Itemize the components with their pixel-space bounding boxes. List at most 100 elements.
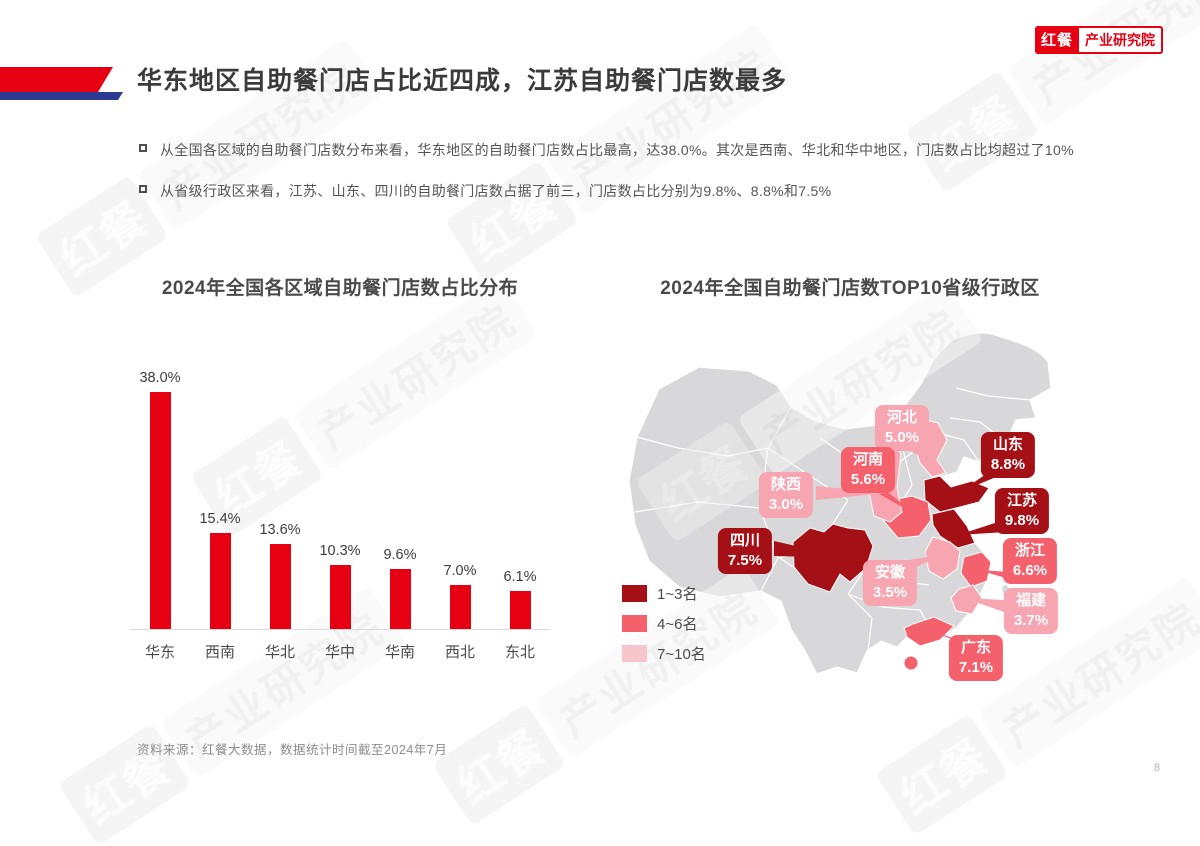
region-value: 8.8% <box>990 455 1026 473</box>
bar-category-label: 华南 <box>384 644 415 661</box>
legend-row: 1~3名 <box>622 583 706 604</box>
bar <box>329 564 351 629</box>
region-name: 河南 <box>852 451 884 468</box>
map-label-sichuan: 四川 7.5% <box>717 528 773 574</box>
province-guangdong <box>903 616 955 647</box>
legend-label: 7~10名 <box>657 646 706 663</box>
region-value: 5.6% <box>850 470 886 488</box>
bar-category-label: 华中 <box>324 644 355 661</box>
bar-value-label: 38.0% <box>139 369 181 386</box>
bar-value-label: 6.1% <box>503 568 537 585</box>
region-name: 江苏 <box>1006 492 1038 509</box>
region-value: 3.0% <box>768 495 804 513</box>
map-label-henan: 河南 5.6% <box>840 447 896 493</box>
bullet-square-icon <box>139 144 147 152</box>
legend-row: 7~10名 <box>622 643 706 664</box>
page-title: 华东地区自助餐门店占比近四成，江苏自助餐门店数最多 <box>137 67 788 95</box>
brand-logo: 红餐 产业研究院 <box>1034 26 1163 54</box>
bar-value-label: 10.3% <box>319 542 361 559</box>
bar-value-label: 13.6% <box>259 522 301 538</box>
legend-swatch-rank4-6 <box>622 615 647 632</box>
bar-value-label: 15.4% <box>199 510 241 527</box>
region-value: 3.7% <box>1013 611 1049 629</box>
province-anhui <box>924 536 961 580</box>
province-fujian <box>950 584 983 615</box>
brand-logo-mark: 红餐 <box>1034 26 1079 54</box>
leader-sichuan <box>774 541 848 558</box>
map-label-jiangsu: 江苏 9.8% <box>994 488 1050 534</box>
leader-shaanxi <box>816 486 886 500</box>
page-number: 8 <box>1153 762 1160 774</box>
leader-jiangsu <box>958 522 1006 535</box>
region-name: 陕西 <box>770 476 802 493</box>
region-name: 安徽 <box>874 564 906 581</box>
bar-group: 7.0% <box>430 563 490 629</box>
watermark-brand: 红餐 <box>431 702 567 827</box>
summary-bullets: 从全国各区域的自助餐门店数分布来看，华东地区的自助餐门店数占比最高，达38.0%… <box>139 139 1107 220</box>
title-accent-blue-bar <box>0 92 123 100</box>
bar <box>509 590 531 629</box>
region-name: 福建 <box>1015 592 1047 609</box>
map-label-fujian: 福建 3.7% <box>1003 588 1059 634</box>
bar-chart-title: 2024年全国各区域自助餐门店数占比分布 <box>161 278 519 299</box>
bar-category-label: 华东 <box>144 644 175 661</box>
region-name: 山东 <box>992 436 1024 453</box>
bullet-square-icon <box>139 184 147 193</box>
map-label-zhejiang: 浙江 6.6% <box>1002 538 1058 584</box>
region-value: 9.8% <box>1004 511 1040 529</box>
region-value: 7.5% <box>727 551 763 569</box>
region-value: 3.5% <box>872 583 908 601</box>
map-chart-title: 2024年全国自助餐门店数TOP10省级行政区 <box>660 278 1040 299</box>
bullet-item: 从全国各区域的自助餐门店数分布来看，华东地区的自助餐门店数占比最高，达38.0%… <box>139 139 1107 163</box>
region-name: 浙江 <box>1014 542 1046 559</box>
legend-swatch-rank1-3 <box>622 585 647 602</box>
map-label-hebei: 河北 5.0% <box>874 405 930 451</box>
bar <box>209 532 231 629</box>
region-value: 6.6% <box>1012 561 1048 579</box>
region-name: 广东 <box>960 639 992 656</box>
bar <box>149 391 171 629</box>
bar-category-label: 东北 <box>504 644 535 661</box>
region-value: 5.0% <box>884 428 920 446</box>
watermark-suffix: 产业研究院 <box>1006 0 1200 126</box>
bar-value-label: 7.0% <box>443 563 477 580</box>
bar-group: 6.1% <box>490 569 550 629</box>
bar <box>269 544 291 629</box>
legend-label: 4~6名 <box>657 616 698 633</box>
bar-category-label: 西南 <box>204 644 235 661</box>
bar-plot-area: 38.0% 15.4% 13.6% 10.3% 9.6% 7.0% 6.1% <box>130 358 550 630</box>
bar-group: 13.6% <box>250 522 310 629</box>
bullet-item: 从省级行政区来看，江苏、山东、四川的自助餐门店数占据了前三，门店数占比分别为9.… <box>139 180 1107 204</box>
map-legend: 1~3名 4~6名 7~10名 <box>622 583 706 673</box>
region-name: 四川 <box>729 532 761 549</box>
map-label-anhui: 安徽 3.5% <box>862 560 918 606</box>
bullet-text: 从省级行政区来看，江苏、山东、四川的自助餐门店数占据了前三，门店数占比分别为9.… <box>160 182 832 199</box>
legend-row: 4~6名 <box>622 613 706 634</box>
title-accent-red-bar <box>0 67 113 92</box>
bar-chart: 38.0% 15.4% 13.6% 10.3% 9.6% 7.0% 6.1% 华东 西南 华北华… <box>130 358 550 662</box>
bar-category-axis: 华东 西南 华北 华中 华南 西北 东北 <box>130 641 550 662</box>
bar-value-label: 9.6% <box>383 547 417 563</box>
bar <box>449 585 471 629</box>
legend-label: 1~3名 <box>657 586 698 603</box>
map-label-shaanxi: 陕西 3.0% <box>758 472 814 518</box>
bar-group: 10.3% <box>310 543 370 629</box>
region-value: 7.1% <box>958 658 994 676</box>
province-hainan <box>903 655 919 671</box>
province-jiangsu <box>931 508 976 549</box>
legend-swatch-rank7-10 <box>622 645 647 662</box>
map-label-guangdong: 广东 7.1% <box>948 635 1004 681</box>
bar-group: 38.0% <box>130 369 190 629</box>
map-label-shandong: 山东 8.8% <box>980 432 1036 478</box>
watermark-brand: 红餐 <box>874 712 1010 837</box>
bar-category-label: 华北 <box>264 644 295 661</box>
bar-category-label: 西北 <box>444 644 475 661</box>
bar-group: 9.6% <box>370 547 430 629</box>
brand-logo-text: 产业研究院 <box>1079 26 1163 54</box>
bar-group: 15.4% <box>190 511 250 629</box>
data-source-note: 资料来源：红餐大数据，数据统计时间截至2024年7月 <box>137 743 448 757</box>
bar <box>389 569 411 629</box>
region-name: 河北 <box>886 409 918 426</box>
province-sichuan <box>792 523 874 593</box>
bullet-text: 从全国各区域的自助餐门店数分布来看，华东地区的自助餐门店数占比最高，达38.0%… <box>160 142 1074 158</box>
